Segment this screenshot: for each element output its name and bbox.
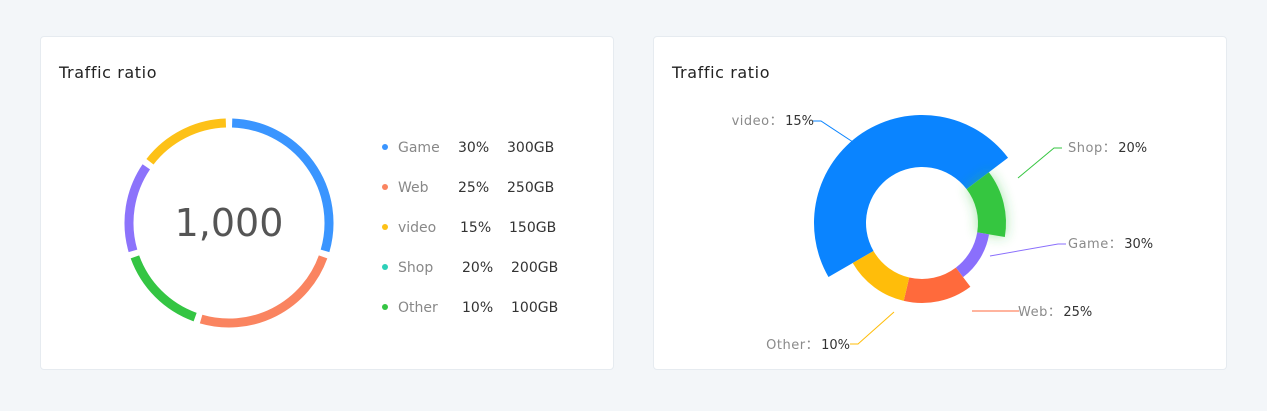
donut-slice-web	[903, 267, 971, 303]
slice-label-video: video： 15%	[732, 114, 814, 129]
legend-dot-shop	[382, 264, 388, 270]
traffic-donut-chart-right: video： 15% Shop： 20% Game： 30% Web： 25% Other： 10…	[732, 114, 1154, 353]
legend-pct-game: 30%	[458, 140, 489, 156]
card-title: Traffic ratio	[672, 63, 771, 82]
traffic-ratio-card-left: Traffic ratio 1,000 Game 30% 300GB Web 25% 250…	[40, 36, 614, 370]
leader-line-other	[850, 311, 895, 345]
legend-dot-game	[382, 144, 388, 150]
ring-slice-0	[231, 118, 334, 253]
legend-pct-video: 15%	[460, 220, 491, 236]
center-total-label: 1,000	[175, 201, 284, 245]
legend-pct-web: 25%	[458, 180, 489, 196]
legend-size-video: 150GB	[509, 220, 556, 236]
legend-name-web: Web	[398, 180, 429, 196]
ring-slice-4	[146, 118, 227, 165]
leader-line-shop	[1017, 147, 1062, 179]
leader-line-game	[989, 243, 1066, 257]
legend-pct-shop: 20%	[462, 260, 493, 276]
donut-slice-other	[852, 251, 910, 301]
legend-size-other: 100GB	[511, 300, 558, 316]
legend-size-web: 250GB	[507, 180, 554, 196]
ring-slice-1	[199, 255, 328, 328]
slice-label-web: Web： 25%	[1018, 305, 1092, 320]
donut-slice-game	[955, 232, 990, 278]
card-title: Traffic ratio	[59, 63, 158, 82]
legend-dot-other	[382, 304, 388, 310]
traffic-ratio-card-right: Traffic ratio video： 15% Shop： 20% Game： 30% W…	[653, 36, 1227, 370]
legend-dot-video	[382, 224, 388, 230]
slice-label-shop: Shop： 20%	[1068, 141, 1147, 156]
ring-slice-3	[124, 164, 151, 253]
legend-name-video: video	[398, 220, 436, 236]
legend-size-game: 300GB	[507, 140, 554, 156]
slice-label-game: Game： 30%	[1068, 237, 1153, 252]
traffic-donut-chart-left: 1,000 Game 30% 300GB Web 25% 250GB video 15% 150G…	[124, 118, 558, 328]
slice-label-other: Other： 10%	[766, 338, 850, 353]
legend-name-game: Game	[398, 140, 440, 156]
donut-slice-shop	[966, 172, 1006, 238]
legend-size-shop: 200GB	[511, 260, 558, 276]
ring-slice-2	[130, 255, 197, 322]
donut-slice-video	[813, 114, 1009, 277]
legend-name-other: Other	[398, 300, 438, 316]
legend-dot-web	[382, 184, 388, 190]
legend-name-shop: Shop	[398, 260, 433, 276]
leader-line-video	[813, 120, 860, 147]
legend-pct-other: 10%	[462, 300, 493, 316]
